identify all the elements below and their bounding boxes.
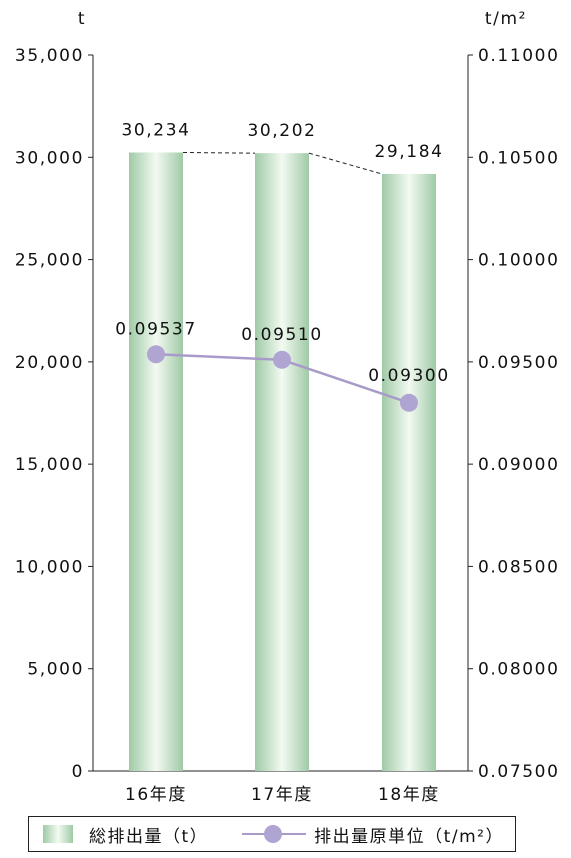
bar-labels: 30,234 30,202 29,184 [121, 120, 443, 162]
right-axis-ticks: 0.07500 0.08000 0.08500 0.09000 0.09500 0.100… [468, 46, 560, 782]
line-point [400, 393, 418, 412]
bar-connector-line [308, 152, 383, 175]
right-tick-label: 0.10000 [478, 251, 560, 271]
right-tick-label: 0.10500 [478, 148, 560, 168]
left-tick-label: 20,000 [15, 353, 84, 373]
legend-line-swatch [242, 825, 307, 843]
left-tick-label: 25,000 [15, 251, 84, 271]
left-axis-unit: t [78, 9, 86, 29]
left-tick-label: 35,000 [15, 46, 84, 66]
bar-value-label: 30,234 [121, 120, 190, 140]
category-label: 16年度 [125, 785, 187, 805]
line-value-label: 0.09510 [241, 325, 323, 345]
line-value-label: 0.09300 [368, 366, 450, 386]
right-tick-label: 0.07500 [478, 762, 560, 782]
left-tick-label: 10,000 [15, 557, 84, 577]
line-value-label: 0.09537 [115, 319, 197, 339]
right-tick-label: 0.08000 [478, 660, 560, 680]
legend-bar-label: 総排出量（t） [89, 826, 209, 847]
right-tick-label: 0.11000 [478, 46, 560, 66]
left-tick-label: 0 [72, 762, 84, 782]
left-tick-label: 30,000 [15, 148, 84, 168]
right-tick-label: 0.09500 [478, 353, 560, 373]
bar-connectors [182, 151, 383, 175]
legend-bar-swatch [43, 825, 73, 843]
category-labels: 16年度 17年度 18年度 [125, 785, 440, 805]
bar [382, 173, 436, 771]
bar-value-label: 30,202 [247, 121, 316, 141]
right-axis-unit: t/m² [485, 9, 527, 29]
line-point [147, 345, 165, 364]
line-point [273, 350, 291, 369]
line-series-layer: 0.09537 0.09510 0.09300 [115, 319, 450, 412]
right-tick-label: 0.09000 [478, 455, 560, 475]
legend: 総排出量（t） 排出量原単位（t/m²） [28, 816, 516, 852]
category-label: 18年度 [378, 785, 440, 805]
bar-value-label: 29,184 [374, 142, 443, 162]
bar [129, 152, 183, 771]
left-tick-label: 15,000 [15, 455, 84, 475]
right-tick-label: 0.08500 [478, 557, 560, 577]
left-axis-ticks: 0 5,000 10,000 15,000 20,000 25,000 30,000 35,0… [15, 46, 93, 782]
bar [255, 153, 309, 771]
category-label: 17年度 [251, 785, 313, 805]
bars-layer [129, 152, 436, 771]
left-tick-label: 5,000 [27, 660, 84, 680]
bar-connector-line [182, 151, 256, 154]
legend-line-label: 排出量原単位（t/m²） [314, 826, 504, 847]
